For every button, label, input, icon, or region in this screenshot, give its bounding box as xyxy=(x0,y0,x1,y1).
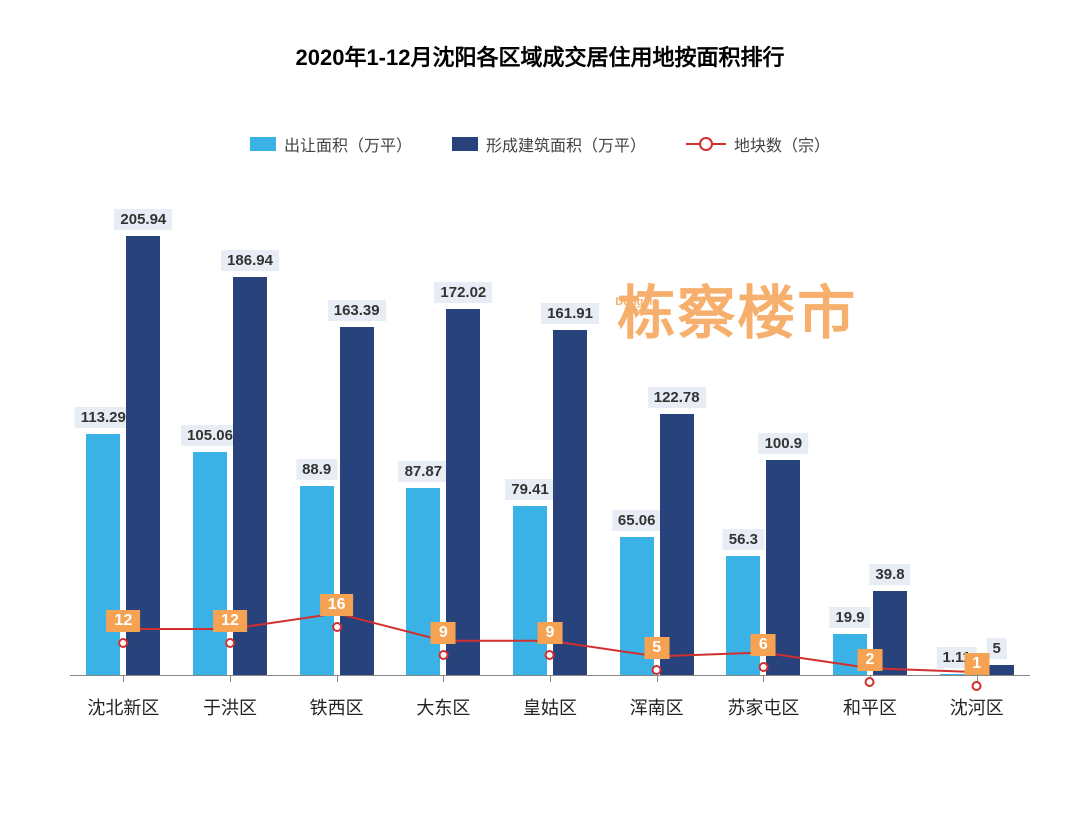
bar-s1: 105.06 xyxy=(193,452,227,676)
bar-s1: 19.9 xyxy=(833,634,867,677)
legend-label-s1: 出让面积（万平） xyxy=(284,132,412,156)
category-group: 65.06122.78浑南区 xyxy=(603,206,710,676)
bar-value-label: 87.87 xyxy=(399,461,449,482)
bar-value-label: 161.91 xyxy=(541,303,599,324)
legend-item-s3: 地块数（宗） xyxy=(686,132,830,156)
bar-s1: 56.3 xyxy=(726,556,760,676)
category-group: 105.06186.94于洪区 xyxy=(177,206,284,676)
bar-value-label: 100.9 xyxy=(759,433,809,454)
bar-value-label: 79.41 xyxy=(505,479,555,500)
bar-s2: 186.94 xyxy=(233,277,267,676)
legend-swatch-s2 xyxy=(452,137,478,151)
bar-s2: 172.02 xyxy=(446,309,480,676)
bar-s1: 88.9 xyxy=(300,486,334,676)
bar-value-label: 186.94 xyxy=(221,250,279,271)
legend: 出让面积（万平） 形成建筑面积（万平） 地块数（宗） xyxy=(30,132,1050,156)
legend-marker-s3 xyxy=(686,143,726,145)
bar-value-label: 39.8 xyxy=(869,564,910,585)
category-group: 1.115沈河区 xyxy=(923,206,1030,676)
bar-value-label: 88.9 xyxy=(296,459,337,480)
bar-s2: 122.78 xyxy=(660,414,694,676)
bar-value-label: 105.06 xyxy=(181,425,239,446)
legend-label-s3: 地块数（宗） xyxy=(734,132,830,156)
category-label: 大东区 xyxy=(390,676,497,720)
bar-value-label: 5 xyxy=(987,638,1007,659)
bar-s2: 205.94 xyxy=(126,236,160,676)
category-group: 88.9163.39铁西区 xyxy=(283,206,390,676)
chart-title: 2020年1-12月沈阳各区域成交居住用地按面积排行 xyxy=(30,40,1050,72)
bar-s1: 65.06 xyxy=(620,537,654,676)
category-label: 苏家屯区 xyxy=(710,676,817,720)
category-label: 浑南区 xyxy=(603,676,710,720)
legend-label-s2: 形成建筑面积（万平） xyxy=(486,132,646,156)
bar-s2: 161.91 xyxy=(553,330,587,676)
bar-value-label: 205.94 xyxy=(114,209,172,230)
bar-value-label: 172.02 xyxy=(434,282,492,303)
bar-value-label: 122.78 xyxy=(648,387,706,408)
bar-value-label: 1.11 xyxy=(937,647,977,668)
category-group: 79.41161.91皇姑区 xyxy=(497,206,604,676)
chart-area: Dongcls 栋察楼市 113.29205.94沈北新区105.06186.9… xyxy=(30,176,1050,736)
bar-s1: 87.87 xyxy=(406,488,440,676)
x-axis xyxy=(70,675,1030,676)
bar-s2: 163.39 xyxy=(340,327,374,676)
category-group: 19.939.8和平区 xyxy=(817,206,924,676)
legend-item-s1: 出让面积（万平） xyxy=(250,132,412,156)
category-label: 沈北新区 xyxy=(70,676,177,720)
category-label: 沈河区 xyxy=(923,676,1030,720)
bar-s2: 100.9 xyxy=(766,460,800,676)
category-label: 于洪区 xyxy=(177,676,284,720)
category-group: 56.3100.9苏家屯区 xyxy=(710,206,817,676)
bar-s1: 113.29 xyxy=(86,434,120,676)
category-label: 铁西区 xyxy=(283,676,390,720)
category-label: 和平区 xyxy=(817,676,924,720)
bar-s1: 79.41 xyxy=(513,506,547,676)
legend-swatch-s1 xyxy=(250,137,276,151)
bar-value-label: 19.9 xyxy=(829,607,870,628)
category-group: 87.87172.02大东区 xyxy=(390,206,497,676)
category-label: 皇姑区 xyxy=(497,676,604,720)
bar-value-label: 56.3 xyxy=(723,529,764,550)
bar-value-label: 65.06 xyxy=(612,510,662,531)
bar-value-label: 113.29 xyxy=(75,407,132,428)
bar-value-label: 163.39 xyxy=(328,300,386,321)
bar-s2: 39.8 xyxy=(873,591,907,676)
category-group: 113.29205.94沈北新区 xyxy=(70,206,177,676)
legend-item-s2: 形成建筑面积（万平） xyxy=(452,132,646,156)
